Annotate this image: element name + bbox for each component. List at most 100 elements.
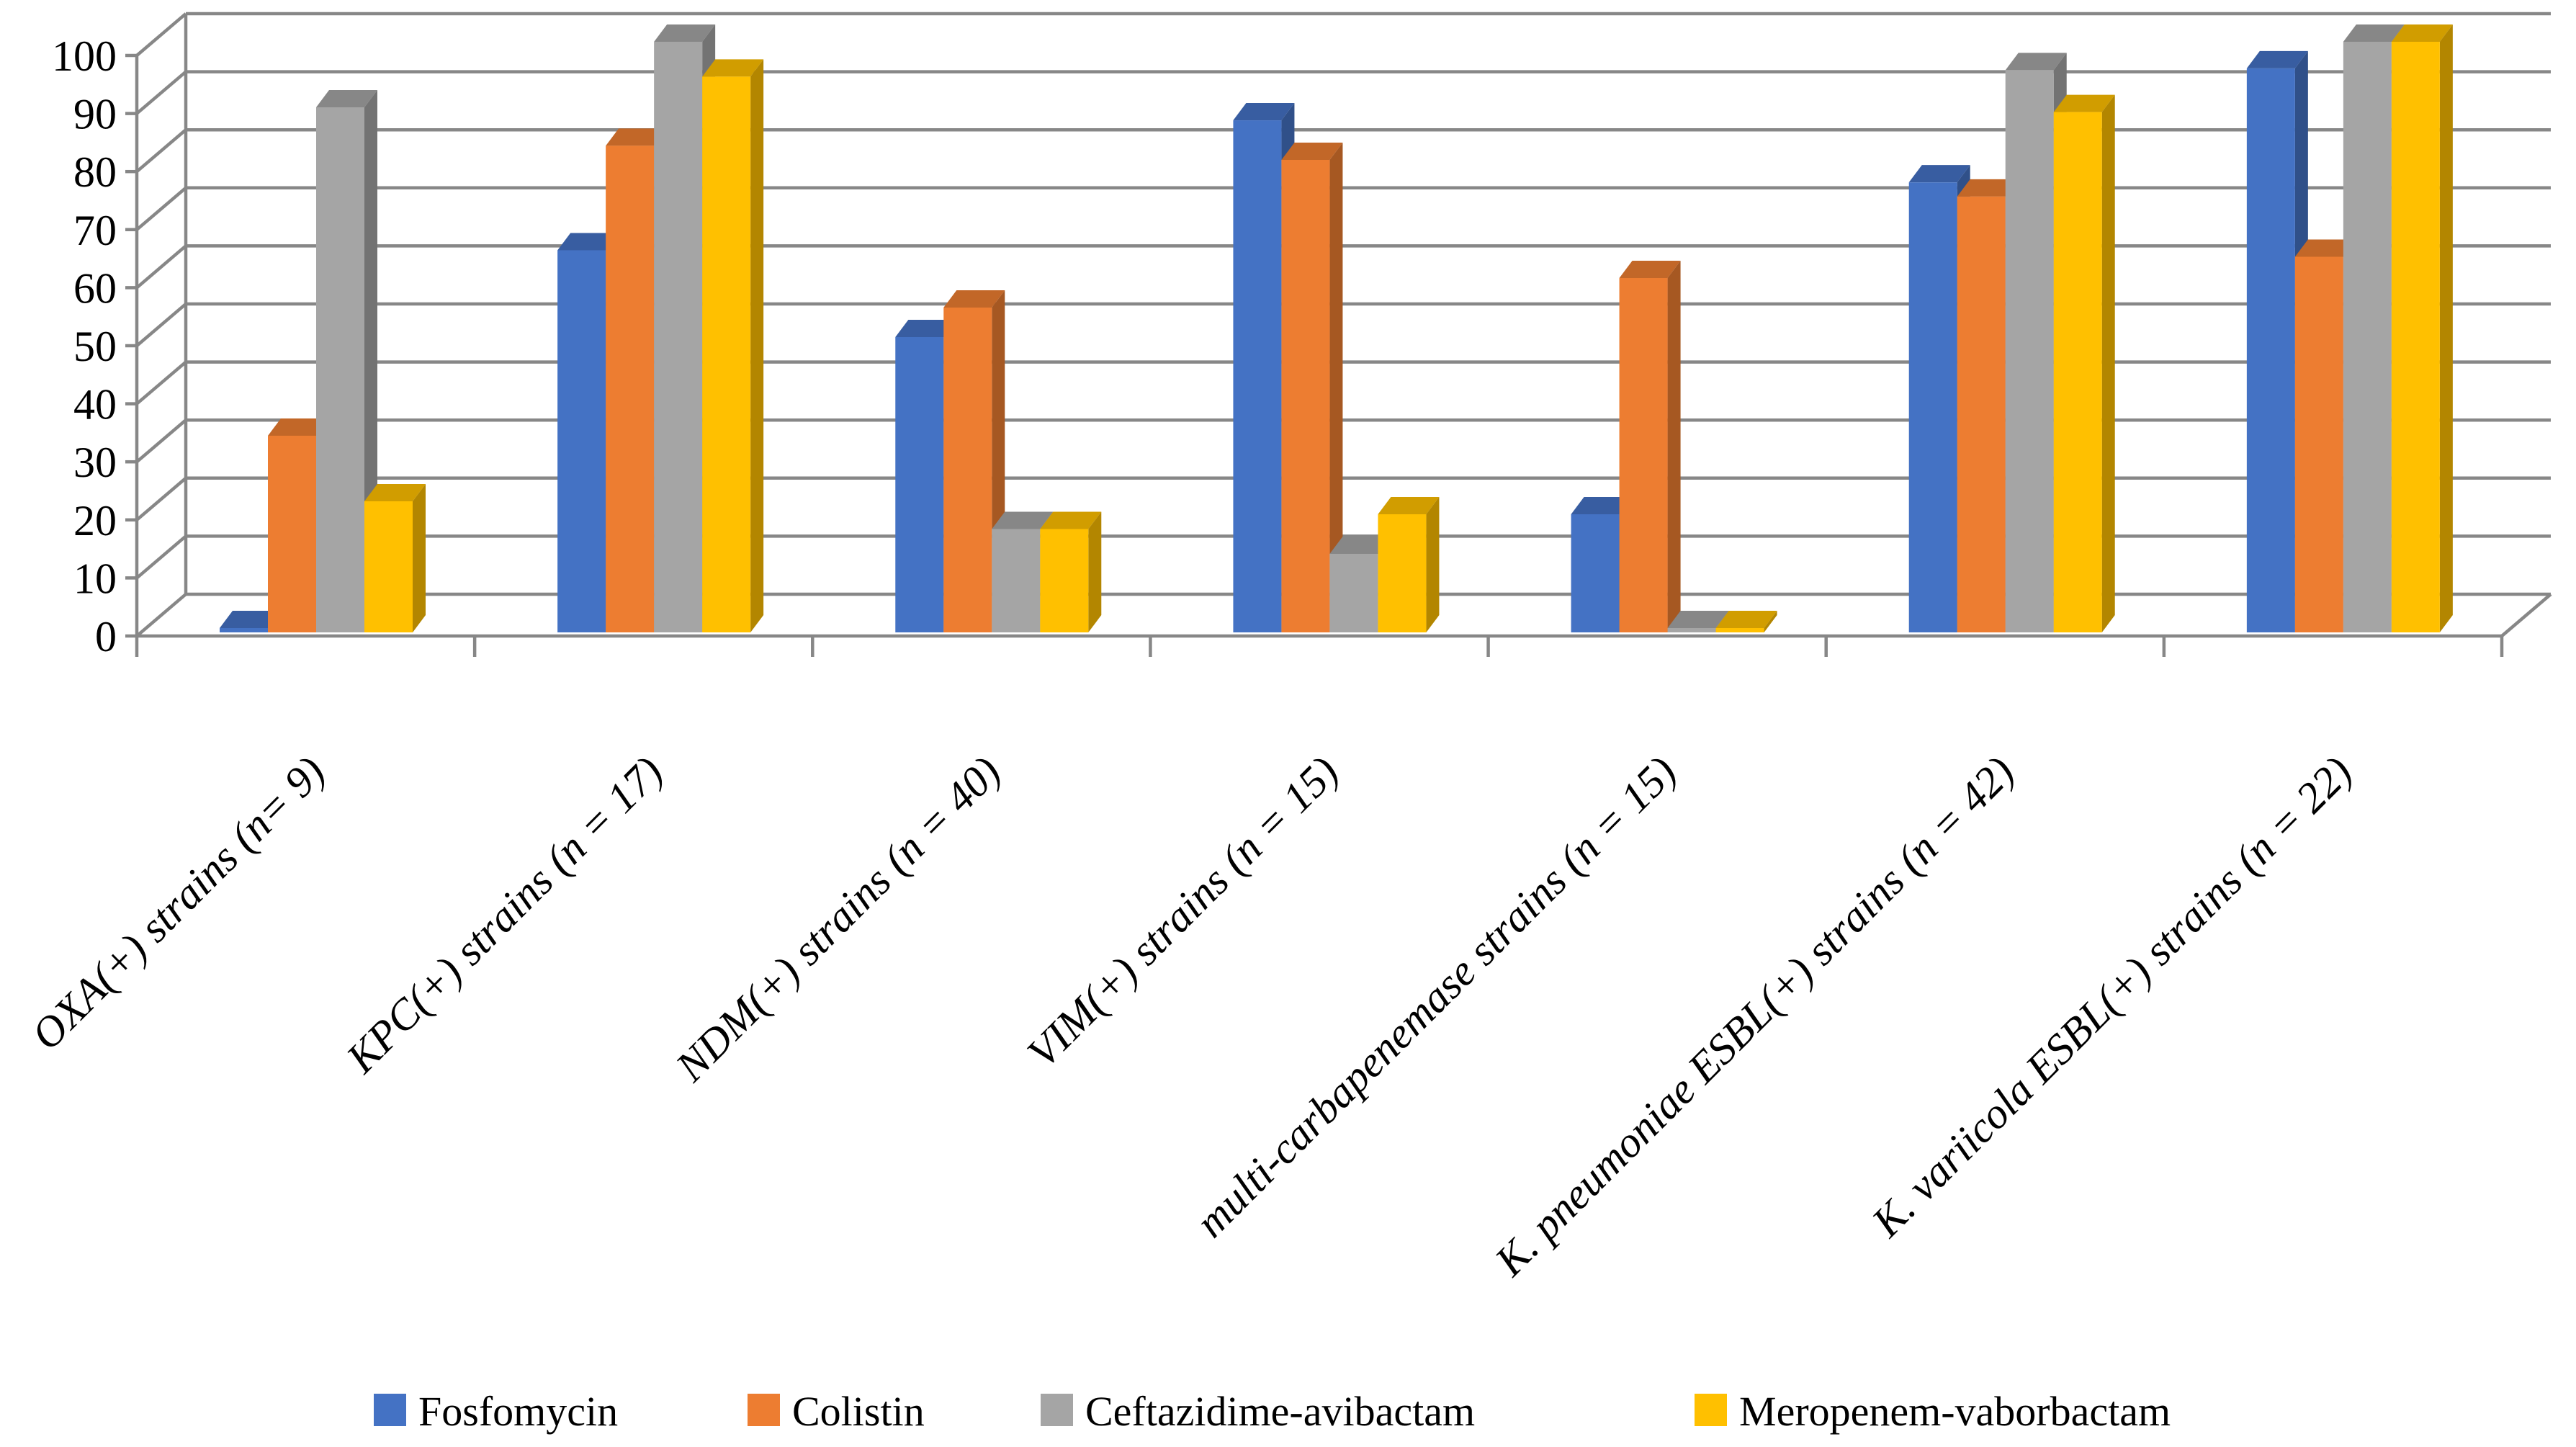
bar-top-face [1329, 536, 1391, 554]
bar-front-face [1571, 514, 1620, 632]
category-label: K. pneumoniae ESBL(+) strains (n = 42) [1486, 748, 2024, 1286]
bar-front-face [1233, 120, 1282, 632]
bar-top-face [895, 320, 957, 337]
bar-top-face [1571, 497, 1633, 514]
bar-front-face [364, 501, 413, 632]
bar-top-face [702, 59, 764, 77]
bar [702, 59, 764, 632]
bar-front-face [1667, 628, 1716, 632]
bar-side-face [1088, 511, 1102, 632]
bar [2391, 24, 2453, 632]
bar-front-face [1329, 553, 1378, 632]
legend-label: Fosfomycin [418, 1388, 618, 1435]
bar-top-face [1233, 103, 1295, 121]
y-tick-label: 30 [73, 439, 117, 486]
bar-front-face [2391, 42, 2440, 632]
bar-front-face [220, 628, 268, 632]
bar-front-face [2343, 42, 2392, 632]
bar-top-face [1667, 611, 1729, 628]
bar [364, 483, 426, 632]
sidewall-gridline [135, 477, 187, 521]
bar [1040, 511, 1102, 632]
category-labels: OXA(+) strains (n= 9) KPC(+) strains (n =… [22, 748, 2361, 1286]
bar-front-face [895, 337, 944, 632]
y-tick-label: 50 [73, 323, 117, 370]
y-tick-label: 0 [95, 613, 117, 660]
bar-side-face [1667, 261, 1681, 632]
bar-top-face [2294, 239, 2356, 257]
sidewall-gridline [135, 534, 187, 580]
sidewall-gridline [135, 593, 187, 637]
bar-front-face [1378, 514, 1427, 632]
bar-top-face [220, 611, 281, 628]
bar-top-face [364, 483, 426, 501]
bar-top-face [316, 90, 377, 108]
bar-front-face [992, 529, 1041, 632]
legend: Fosfomycin Colistin Ceftazidime-avibactam M… [374, 1388, 2171, 1435]
bar-top-face [1281, 143, 1343, 160]
bar-front-face [1957, 196, 2006, 633]
legend-label: Ceftazidime-avibactam [1085, 1388, 1475, 1435]
bar-front-face [2053, 112, 2102, 632]
bar-top-face [2246, 50, 2308, 68]
bar-top-face [606, 128, 668, 146]
bar-side-face [413, 483, 426, 632]
legend-swatch [1041, 1394, 1073, 1426]
bar-top-face [2005, 53, 2067, 71]
bar-front-face [1619, 278, 1668, 632]
y-tick-label: 80 [73, 148, 117, 196]
bar-front-face [1908, 182, 1957, 632]
sidewall-gridline [135, 128, 187, 173]
bar [1715, 611, 1777, 632]
bar-front-face [2246, 68, 2295, 632]
bar-top-face [1957, 179, 2019, 197]
y-tick-label: 100 [52, 32, 117, 80]
bar-top-face [2053, 94, 2115, 112]
category-label: NDM(+) strains (n = 40) [666, 748, 1010, 1091]
bar-front-face [1715, 628, 1764, 632]
bars [220, 24, 2453, 633]
bar-front-face [606, 145, 655, 632]
sidewall-gridline [135, 418, 187, 463]
bar-top-face [2343, 24, 2405, 42]
bar-front-face [1281, 160, 1330, 632]
bar-side-face [1329, 143, 1343, 632]
sidewall-gridline [135, 70, 187, 115]
bar-front-face [557, 250, 606, 633]
legend-swatch [1695, 1394, 1727, 1426]
bar-front-face [943, 308, 992, 632]
sidewall-gridline [135, 303, 187, 347]
bar [1619, 261, 1681, 632]
axes [125, 53, 2504, 657]
bar-front-face [1040, 529, 1089, 632]
y-tick-label: 10 [73, 555, 117, 602]
bar [2053, 94, 2115, 632]
bar [1378, 497, 1440, 632]
bar-side-face [2101, 94, 2115, 632]
bar-top-face [992, 511, 1054, 529]
legend-label: Colistin [792, 1388, 925, 1435]
bar-front-face [2294, 256, 2343, 633]
floor-right-edge [2500, 593, 2552, 637]
legend-swatch [748, 1394, 780, 1426]
sidewall-gridline [135, 244, 187, 290]
bar-front-face [654, 42, 703, 632]
y-axis-labels: 0 10 20 30 40 50 60 70 80 90 100 [52, 32, 117, 660]
bar [1281, 143, 1343, 632]
bar-top-face [1715, 611, 1777, 628]
bar-side-face [2439, 24, 2453, 632]
bar-front-face [702, 76, 751, 632]
y-tick-label: 60 [73, 264, 117, 312]
bar-side-face [1764, 611, 1777, 632]
bar-front-face [268, 435, 316, 632]
bar-top-face [1908, 165, 1970, 183]
bar-front-face [316, 107, 364, 632]
category-label: VIM(+) strains (n = 15) [1018, 748, 1347, 1077]
bar-side-face [1426, 497, 1440, 632]
sidewall-gridline [135, 360, 187, 406]
category-label: KPC(+) strains (n = 17) [337, 748, 672, 1083]
category-label: OXA(+) strains (n= 9) [22, 748, 334, 1060]
bar-top-face [1040, 511, 1102, 529]
